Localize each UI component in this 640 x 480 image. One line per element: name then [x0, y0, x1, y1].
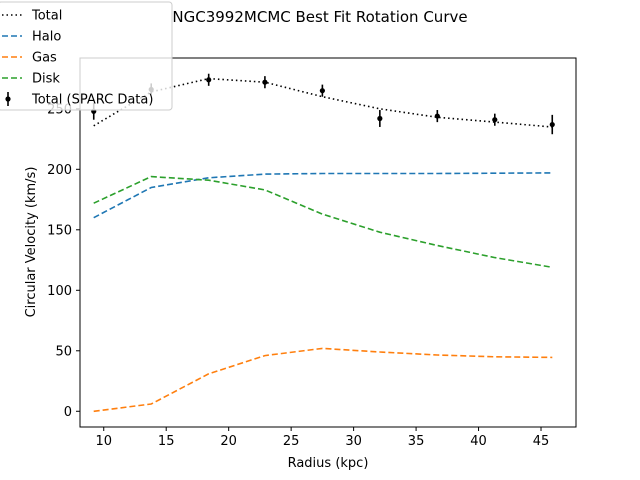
series-total-sparc-data — [91, 73, 555, 135]
x-tick-label: 40 — [470, 434, 487, 449]
x-tick-label: 35 — [408, 434, 425, 449]
y-tick-label: 100 — [47, 284, 72, 299]
data-point — [492, 117, 498, 123]
legend-frame — [0, 1, 173, 111]
legend: Total Halo Gas Disk Total (SPARC Data) — [0, 1, 173, 111]
chart-title: NGC3992MCMC Best Fit Rotation Curve — [172, 8, 467, 26]
y-tick-label: 50 — [55, 344, 72, 359]
x-tick-label: 15 — [158, 434, 175, 449]
y-axis-ticks: 050100150200250 — [47, 102, 80, 420]
legend-label-total: Total — [31, 9, 62, 24]
x-tick-label: 10 — [95, 434, 112, 449]
data-point — [262, 79, 268, 85]
legend-label-halo: Halo — [32, 30, 61, 45]
data-point — [377, 115, 383, 122]
x-tick-label: 30 — [345, 434, 362, 449]
y-tick-label: 150 — [47, 223, 72, 238]
x-axis-label: Radius (kpc) — [288, 456, 369, 471]
legend-label-total-sparc-data: Total (SPARC Data) — [31, 93, 153, 108]
legend-marker — [5, 96, 11, 102]
data-point — [206, 77, 212, 83]
x-tick-label: 20 — [220, 434, 237, 449]
y-tick-label: 200 — [47, 163, 72, 178]
plot-area — [79, 57, 577, 428]
series-layer — [91, 73, 555, 413]
y-axis-label: Circular Velocity (km/s) — [24, 167, 39, 318]
data-point — [319, 88, 325, 94]
x-tick-label: 45 — [533, 434, 550, 449]
series-line-halo — [93, 172, 553, 219]
legend-label-gas: Gas — [32, 51, 57, 66]
x-tick-label: 25 — [283, 434, 300, 449]
series-line-gas — [93, 347, 553, 413]
data-point — [434, 113, 440, 119]
x-axis-ticks: 10 15 20 25 30 35 40 45 — [95, 427, 549, 449]
series-line-disk — [93, 175, 553, 269]
legend-label-disk: Disk — [32, 72, 60, 87]
data-point — [549, 121, 555, 128]
y-tick-label: 0 — [64, 405, 72, 420]
